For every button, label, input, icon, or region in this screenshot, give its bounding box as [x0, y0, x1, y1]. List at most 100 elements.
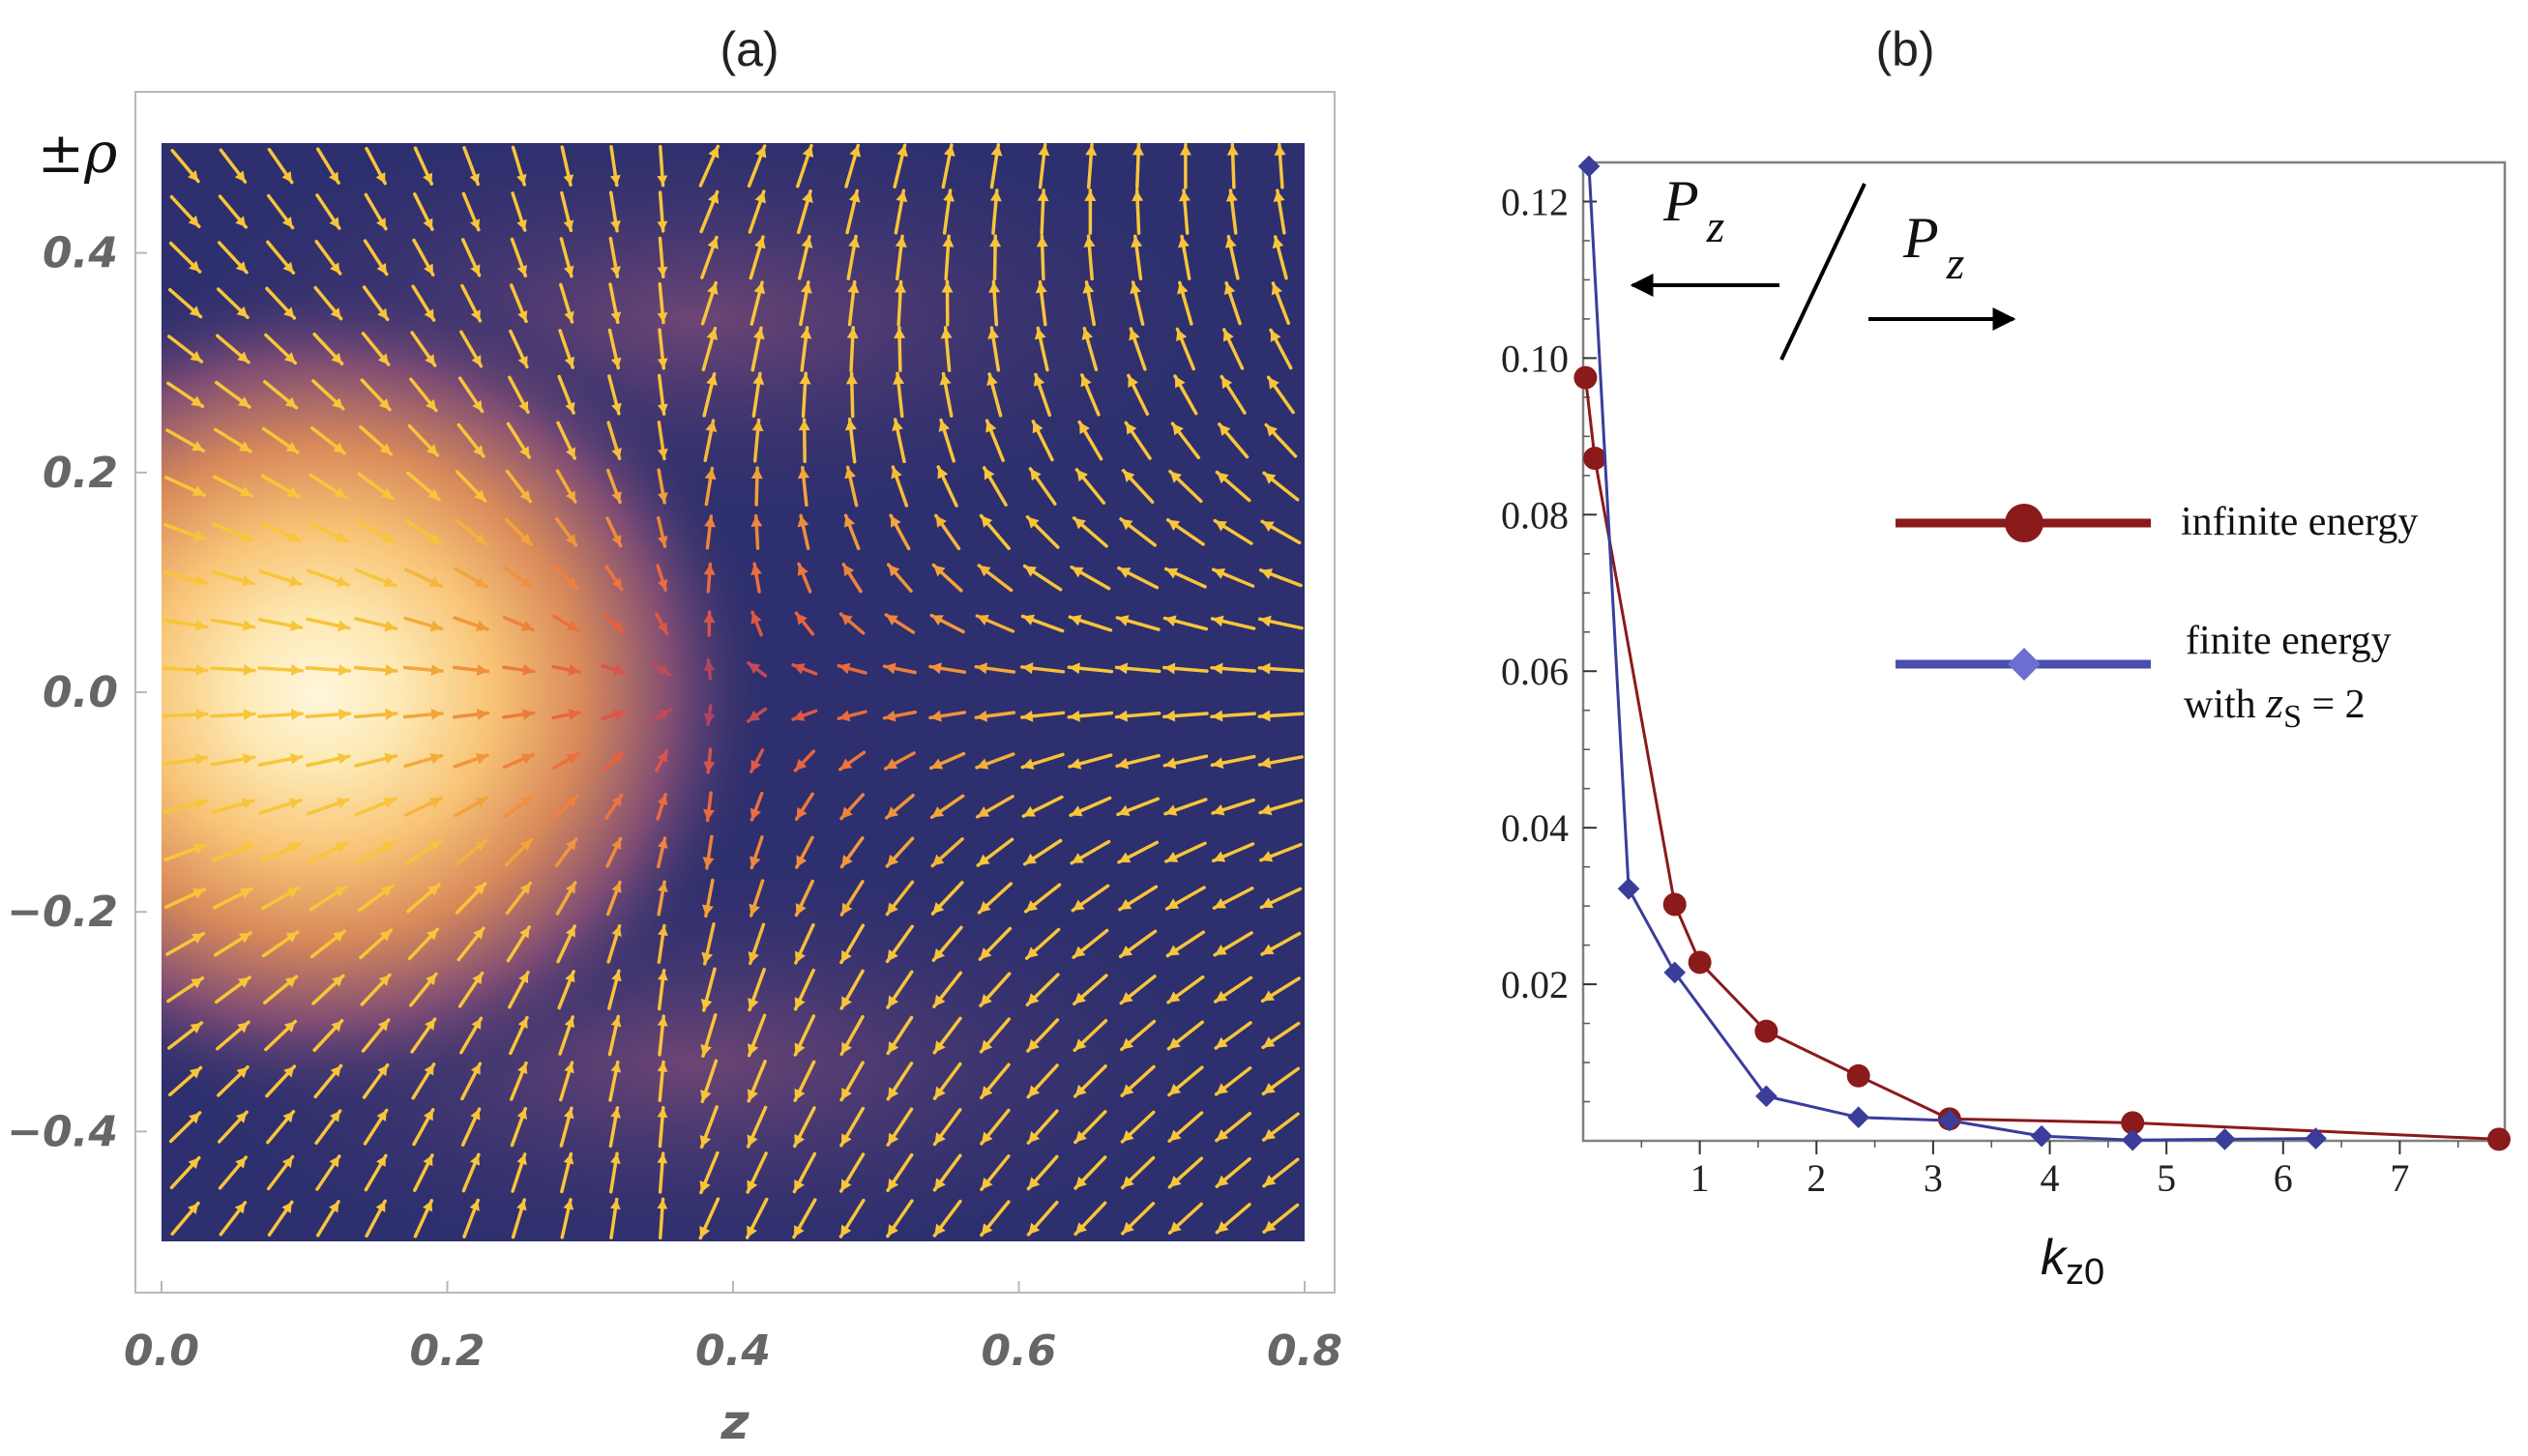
field-arrow [1175, 327, 1196, 371]
field-arrow [895, 234, 907, 281]
field-arrow [1068, 753, 1113, 770]
field-arrow [258, 798, 303, 815]
field-arrow-head [934, 1223, 946, 1237]
field-arrow-head [1022, 614, 1035, 626]
field-arrow [975, 795, 1014, 819]
field-arrow [1165, 518, 1205, 546]
field-arrow-head [1259, 757, 1272, 769]
field-arrow-head [1166, 898, 1180, 909]
field-arrow-head [1272, 236, 1284, 249]
field-arrow-head [894, 327, 906, 338]
field-arrow [1115, 753, 1161, 770]
field-arrow [1261, 1112, 1300, 1142]
field-arrow-head [564, 1108, 574, 1120]
field-arrow [266, 240, 296, 276]
field-arrow-head [981, 1223, 993, 1236]
field-arrow [1258, 842, 1303, 862]
field-arrow-head [234, 1202, 246, 1214]
field-arrow [1211, 842, 1255, 863]
field-arrow [1264, 422, 1298, 458]
field-arrow-head [1273, 190, 1285, 202]
field-arrow-head [476, 708, 488, 720]
field-arrow [750, 835, 764, 870]
field-arrow-head [330, 307, 341, 319]
field-arrow [503, 566, 534, 590]
field-arrow-head [703, 713, 716, 725]
field-arrow [977, 564, 1014, 593]
field-arrow-head [935, 515, 947, 528]
field-arrow [456, 926, 485, 962]
field-arrow-head [798, 420, 810, 431]
field-arrow [941, 143, 955, 189]
field-arrow-head [610, 220, 621, 231]
field-arrow [603, 750, 626, 772]
x-tick-0.8: 0.8 [1267, 1326, 1342, 1376]
field-arrow [799, 371, 811, 419]
field-arrow-head [843, 564, 855, 577]
field-arrow [651, 708, 672, 722]
field-arrow-head [795, 758, 808, 771]
field-arrow-head [283, 306, 295, 318]
field-arrow-head [838, 710, 851, 722]
field-arrow [504, 517, 533, 546]
field-arrow [503, 795, 534, 819]
field-arrow [608, 190, 621, 233]
field-arrow-head [887, 902, 898, 915]
field-arrow-head [563, 174, 574, 186]
field-arrow [1073, 974, 1108, 1006]
field-arrow [794, 611, 815, 636]
field-arrow-head [657, 750, 667, 763]
field-arrow-head [1169, 1175, 1182, 1187]
field-arrow [1118, 885, 1159, 912]
field-arrow [264, 1019, 298, 1052]
field-arrow [407, 423, 440, 457]
field-arrow [559, 1061, 574, 1102]
field-arrow-head [1270, 330, 1281, 342]
field-arrow [894, 189, 908, 235]
field-arrow-head [516, 1153, 527, 1166]
field-arrow [932, 1016, 962, 1055]
field-arrow-head [611, 577, 622, 590]
field-arrow [1173, 374, 1198, 416]
field-arrow [793, 1060, 816, 1102]
field-arrow [219, 148, 248, 184]
field-arrow-head [754, 191, 766, 204]
field-arrow [1221, 328, 1245, 370]
field-arrow [1114, 710, 1161, 722]
field-arrow [886, 1107, 914, 1147]
field-arrow [1164, 886, 1206, 911]
field-arrow-head [475, 620, 488, 631]
field-arrow [402, 664, 444, 677]
field-arrow [751, 418, 764, 463]
field-arrow [265, 286, 297, 320]
field-arrow-head [1072, 567, 1084, 578]
field-arrow-head [987, 328, 1000, 339]
field-arrow [750, 466, 763, 507]
field-arrow [360, 973, 392, 1006]
field-arrow [1117, 840, 1160, 864]
field-arrow-head [1024, 566, 1038, 577]
field-arrow-head [611, 621, 624, 632]
field-arrow-head [748, 710, 761, 721]
field-arrow-head [1122, 1221, 1134, 1234]
field-arrow-head [942, 236, 955, 248]
field-arrow-head [333, 442, 345, 453]
field-arrow-head [566, 839, 576, 851]
field-arrow-head [376, 1110, 387, 1121]
field-arrow-head [193, 574, 206, 587]
field-arrow-head [189, 306, 201, 317]
field-arrow-head [428, 840, 441, 852]
field-arrow-head [1164, 757, 1177, 770]
field-arrow [657, 880, 668, 917]
field-arrow-head [520, 753, 534, 765]
field-arrow-head [1262, 990, 1276, 1002]
field-arrow [1124, 421, 1152, 460]
field-arrow-head [891, 515, 901, 528]
field-arrow-head [288, 798, 302, 809]
field-arrow [361, 332, 391, 366]
field-arrow-head [522, 709, 534, 720]
field-arrow [313, 1063, 343, 1099]
field-arrow-head [190, 1022, 202, 1034]
field-arrow [454, 796, 488, 818]
